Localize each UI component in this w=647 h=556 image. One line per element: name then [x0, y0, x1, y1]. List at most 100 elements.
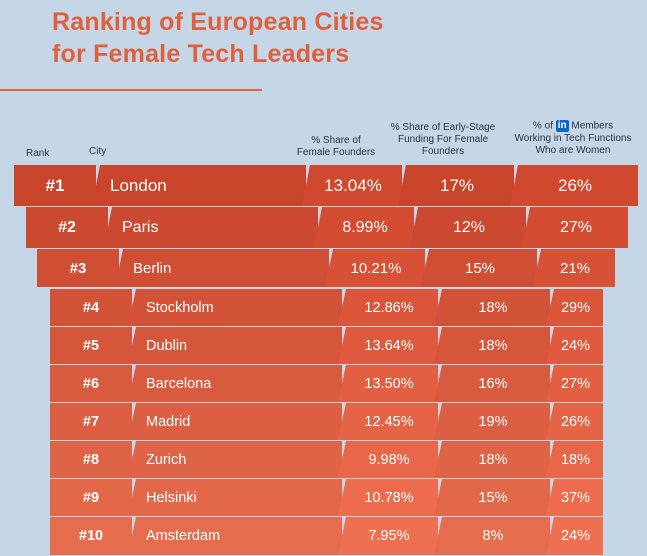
cell-rank: #1 [45, 175, 65, 195]
cell-members: 26% [557, 175, 593, 195]
row-segment [434, 479, 550, 516]
cell-rank: #9 [82, 489, 100, 506]
header-founders: % Share of Female Founders [288, 135, 384, 159]
row-segment [50, 479, 132, 516]
row-segment [50, 365, 132, 402]
row-segment [546, 479, 603, 516]
header-founders-line-1: % Share of [311, 135, 361, 146]
row-segment [115, 249, 329, 287]
table-row: #4 Stockholm 12.86% 18% 29% [50, 289, 603, 326]
cell-city: Amsterdam [146, 528, 221, 544]
cell-funding: 12% [452, 218, 486, 236]
table-row: #2 Paris 8.99% 12% 27% [26, 207, 628, 248]
row-segment [128, 365, 342, 402]
cell-rank: #5 [82, 337, 100, 354]
row-segment [50, 441, 132, 478]
cell-founders: 7.95% [368, 528, 410, 544]
row-segment [50, 403, 132, 440]
row-segment [546, 403, 603, 440]
cell-funding: 19% [478, 413, 508, 430]
table-row: #3 Berlin 10.21% 15% 21% [37, 249, 615, 287]
cell-founders: 8.99% [342, 218, 388, 236]
header-members-line-1: % of in Members [503, 120, 643, 133]
row-segment [510, 165, 638, 206]
table-row: #8 Zurich 9.98% 18% 18% [50, 441, 603, 478]
row-segment [338, 327, 438, 364]
row-segment [546, 327, 603, 364]
header-funding-line-2: Funding For Female [397, 134, 489, 145]
header-city: City [89, 146, 107, 157]
row-segment [410, 207, 526, 248]
table-row: #10 Amsterdam 7.95% 8% 24% [50, 517, 603, 555]
cell-funding: 8% [482, 528, 504, 544]
cell-founders: 12.45% [364, 413, 414, 430]
row-segment [128, 403, 342, 440]
cell-founders: 13.64% [364, 337, 414, 354]
cell-members: 18% [560, 451, 591, 468]
table-row: #1 London 13.04% 17% 26% [14, 165, 638, 206]
cell-funding: 18% [478, 451, 508, 468]
cell-city: Barcelona [146, 375, 212, 392]
row-segment [325, 249, 425, 287]
row-segment [50, 517, 132, 555]
row-segment [546, 517, 603, 555]
cell-founders: 13.04% [324, 175, 382, 195]
title-line-1: Ranking of European Cities [52, 8, 384, 36]
cell-founders: 9.98% [368, 451, 410, 468]
row-segment [128, 479, 342, 516]
title-underline [0, 89, 262, 91]
table-row: #5 Dublin 13.64% 18% 24% [50, 327, 603, 364]
cell-funding: 18% [478, 299, 508, 316]
cell-city: Zurich [146, 451, 187, 468]
row-segment [338, 365, 438, 402]
header-members-pre: % of [532, 120, 553, 132]
cell-rank: #6 [82, 375, 100, 392]
cell-members: 26% [560, 413, 591, 430]
row-segment [434, 289, 550, 326]
header-funding-line-1: % Share of Early-Stage [390, 122, 496, 133]
header-members-line-2: Working in Tech Functions [514, 132, 632, 144]
row-segment [37, 249, 119, 287]
cell-funding: 17% [439, 175, 475, 195]
row-segment [338, 517, 438, 555]
cell-members: 24% [560, 337, 591, 354]
cell-founders: 12.86% [364, 299, 414, 316]
cell-funding: 16% [478, 375, 508, 392]
row-segment [546, 365, 603, 402]
cell-rank: #3 [69, 259, 87, 277]
row-segment [302, 165, 402, 206]
cell-members: 37% [560, 489, 591, 506]
cell-rank: #7 [82, 413, 100, 430]
cell-founders: 10.21% [350, 259, 402, 277]
cell-city: Berlin [133, 259, 172, 277]
row-segment [128, 441, 342, 478]
header-members: % of in Members Working in Tech Function… [503, 120, 643, 157]
cell-city: London [110, 175, 167, 195]
header-rank: Rank [26, 148, 50, 159]
cell-city: Helsinki [146, 489, 197, 506]
row-segment [50, 289, 132, 326]
row-segment [522, 207, 628, 248]
row-segment [314, 207, 414, 248]
row-segment [533, 249, 615, 287]
row-segment [338, 289, 438, 326]
table-row: #7 Madrid 12.45% 19% 26% [50, 403, 603, 440]
row-segment [421, 249, 537, 287]
cell-founders: 13.50% [364, 375, 414, 392]
title-line-2: for Female Tech Leaders [52, 40, 350, 68]
cell-city: Madrid [146, 413, 191, 430]
row-segment [14, 165, 96, 206]
cell-city: Paris [122, 218, 159, 236]
cell-members: 24% [560, 528, 591, 544]
row-segment [398, 165, 514, 206]
cell-rank: #4 [82, 299, 100, 316]
table-row: #9 Helsinki 10.78% 15% 37% [50, 479, 603, 516]
row-segment [128, 327, 342, 364]
row-segment [128, 289, 342, 326]
row-segment [546, 441, 603, 478]
cell-rank: #2 [58, 218, 76, 236]
row-segment [338, 479, 438, 516]
row-segment [50, 327, 132, 364]
row-segment [434, 517, 550, 555]
